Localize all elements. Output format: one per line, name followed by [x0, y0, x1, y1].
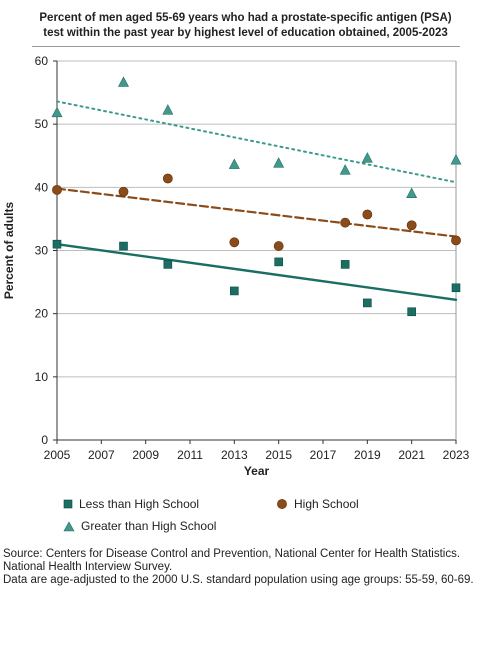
y-tick-label: 50	[35, 117, 49, 131]
data-point-greater-than-hs	[406, 187, 418, 198]
legend-item-high-school: High School	[276, 497, 359, 511]
data-point-less-than-hs	[119, 241, 128, 251]
scatter-chart: 0 10 20 30 40 50 60 2005 2007 2009 2011 2013 2015 201…	[2, 54, 470, 478]
x-tick-label: 2017	[310, 448, 337, 462]
data-point-less-than-hs	[230, 286, 239, 296]
x-tick-label: 2005	[44, 448, 71, 462]
data-point-less-than-hs	[363, 298, 372, 308]
legend-item-greater-than-hs: Greater than High School	[63, 519, 216, 533]
legend-item-less-than-hs: Less than High School	[63, 497, 199, 511]
data-point-high-school	[118, 186, 129, 197]
data-point-greater-than-hs	[228, 158, 240, 169]
x-axis-title: Year	[244, 464, 270, 478]
data-point-less-than-hs	[163, 260, 173, 269]
x-tick-label: 2021	[398, 448, 425, 462]
data-point-high-school	[362, 209, 373, 220]
trendline-series-1	[55, 187, 458, 238]
data-point-greater-than-hs	[361, 152, 373, 163]
triangle-marker-icon	[63, 520, 75, 531]
data-point-less-than-hs	[274, 257, 283, 267]
data-point-greater-than-hs	[339, 164, 351, 175]
data-point-greater-than-hs	[118, 76, 129, 87]
x-tick-label: 2013	[221, 448, 248, 462]
x-tick-label: 2015	[265, 448, 292, 462]
source-note: Source: Centers for Disease Control and …	[3, 548, 488, 587]
data-point-high-school	[162, 173, 173, 184]
y-tick-label: 20	[35, 307, 49, 321]
y-tick-label: 40	[35, 180, 49, 194]
source-line-2: Data are age-adjusted to the 2000 U.S. s…	[3, 574, 474, 586]
circle-marker-icon	[277, 499, 287, 509]
data-point-high-school	[406, 220, 417, 231]
data-point-high-school	[229, 237, 240, 248]
data-point-high-school	[273, 241, 284, 251]
data-point-greater-than-hs	[450, 154, 462, 165]
x-tick-label: 2007	[88, 448, 115, 462]
data-point-high-school	[52, 184, 62, 195]
y-axis-title: Percent of adults	[2, 202, 16, 300]
trendline-series-0	[55, 242, 458, 301]
y-tick-label: 0	[41, 433, 48, 447]
title-divider	[32, 46, 460, 47]
x-tick-label: 2023	[443, 448, 470, 462]
data-point-less-than-hs	[340, 260, 350, 269]
data-point-high-school	[340, 217, 351, 228]
y-tick-label: 30	[35, 244, 49, 258]
data-point-less-than-hs	[52, 239, 62, 249]
legend-label-less-than-hs: Less than High School	[79, 497, 200, 511]
data-point-less-than-hs	[451, 283, 461, 293]
data-point-less-than-hs	[407, 307, 416, 317]
source-line-1: Source: Centers for Disease Control and …	[3, 548, 461, 573]
x-tick-label: 2019	[354, 448, 381, 462]
chart-title-line-1: Percent of men aged 55-69 years who had …	[39, 12, 452, 24]
y-tick-label: 10	[35, 370, 49, 384]
x-tick-label: 2009	[132, 448, 159, 462]
legend-label-high-school: High School	[294, 497, 359, 511]
chart-title: Percent of men aged 55-69 years who had …	[0, 11, 491, 41]
trendline-series-2	[56, 100, 457, 184]
data-point-high-school	[451, 235, 461, 246]
chart-title-line-2: test within the past year by highest lev…	[43, 27, 448, 39]
data-point-greater-than-hs	[273, 157, 285, 168]
x-tick-label: 2011	[177, 448, 203, 462]
data-point-greater-than-hs	[51, 106, 63, 118]
y-tick-label: 60	[35, 54, 49, 68]
square-marker-icon	[63, 499, 73, 509]
legend-label-greater-than-hs: Greater than High School	[81, 519, 217, 533]
data-point-greater-than-hs	[162, 104, 174, 115]
